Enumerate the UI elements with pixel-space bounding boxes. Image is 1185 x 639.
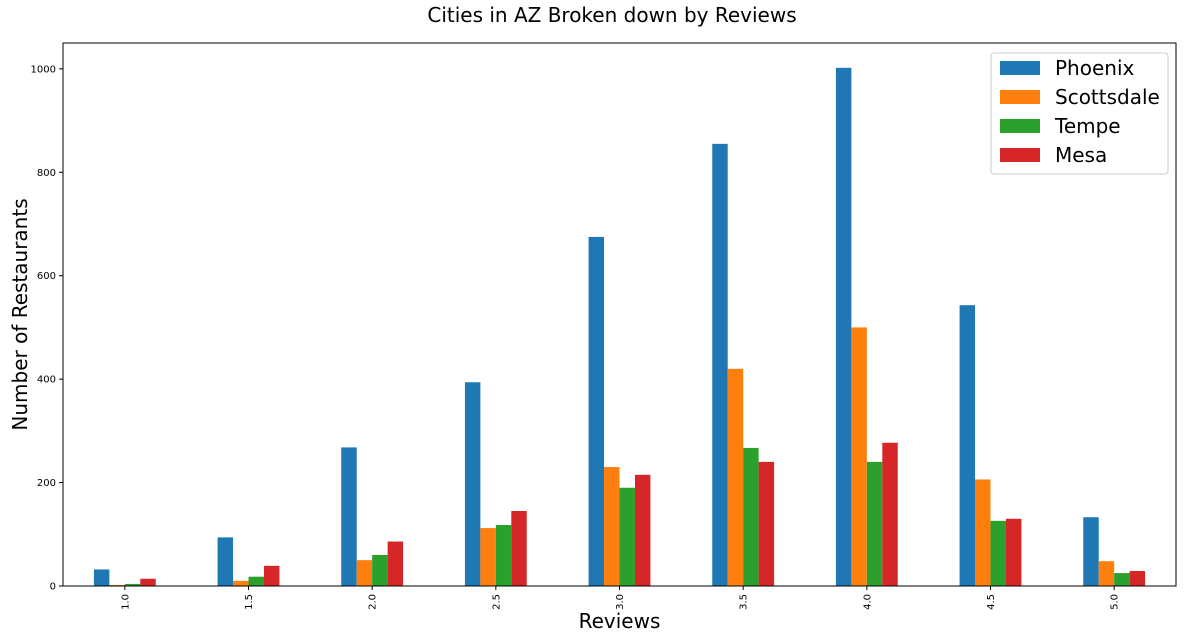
x-tick-label: 2.0 (368, 594, 379, 610)
y-tick-label: 0 (50, 582, 56, 593)
bar-mesa-5-0 (1129, 571, 1146, 586)
bar-phoenix-4-0 (835, 67, 852, 586)
bar-mesa-1-5 (263, 565, 280, 586)
bar-tempe-4-0 (866, 461, 883, 586)
bar-scottsdale-2-0 (356, 560, 373, 586)
legend-label-tempe: Tempe (1054, 114, 1121, 138)
bar-mesa-4-0 (882, 442, 898, 586)
legend-label-phoenix: Phoenix (1055, 56, 1135, 80)
legend-swatch-scottsdale (1000, 90, 1040, 104)
y-axis-label: Number of Restaurants (8, 198, 32, 430)
legend-swatch-tempe (1000, 119, 1040, 133)
x-tick-label: 4.5 (986, 594, 997, 610)
bar-mesa-2-5 (511, 511, 527, 586)
bars-layer (93, 67, 1146, 587)
chart-title: Cities in AZ Broken down by Reviews (427, 3, 796, 27)
bar-scottsdale-4-0 (851, 327, 867, 586)
y-tick-label: 400 (37, 375, 56, 386)
bar-mesa-2-0 (387, 541, 404, 586)
y-axis: 0 200 400 600 800 1000 (31, 64, 63, 593)
bar-tempe-3-0 (619, 487, 635, 586)
bar-tempe-1-0 (124, 583, 141, 586)
bar-phoenix-2-0 (341, 447, 357, 586)
bar-scottsdale-2-5 (480, 528, 496, 586)
x-axis: 1.0 1.5 2.0 2.5 3.0 3.5 4.0 4.5 5.0 (120, 586, 1121, 610)
legend: Phoenix Scottsdale Tempe Mesa (990, 52, 1169, 175)
bar-scottsdale-1-0 (109, 584, 125, 586)
bar-phoenix-3-5 (712, 143, 728, 587)
x-tick-label: 3.0 (615, 594, 626, 610)
bar-phoenix-1-0 (93, 569, 110, 586)
legend-swatch-phoenix (1000, 61, 1040, 75)
bar-mesa-1-0 (140, 578, 156, 586)
bar-scottsdale-5-0 (1098, 561, 1115, 586)
bar-mesa-4-5 (1005, 518, 1022, 586)
bar-phoenix-1-5 (217, 537, 234, 586)
bar-phoenix-4-5 (959, 305, 976, 586)
bar-tempe-4-5 (990, 520, 1006, 586)
x-tick-label: 1.0 (120, 594, 131, 610)
bar-phoenix-3-0 (588, 236, 605, 586)
y-tick-label: 600 (37, 271, 56, 282)
bar-tempe-2-0 (372, 554, 388, 586)
y-tick-label: 200 (37, 478, 56, 489)
bar-tempe-3-5 (743, 447, 759, 586)
y-tick-label: 800 (37, 168, 56, 179)
x-axis-label: Reviews (579, 609, 661, 633)
legend-frame (990, 52, 1169, 175)
bar-scottsdale-3-5 (727, 368, 744, 586)
legend-label-mesa: Mesa (1055, 143, 1107, 167)
bar-scottsdale-1-5 (233, 580, 249, 586)
x-tick-label: 2.5 (491, 594, 502, 610)
x-tick-label: 1.5 (244, 594, 255, 610)
bar-phoenix-2-5 (464, 382, 481, 586)
bar-mesa-3-5 (758, 461, 775, 586)
bar-tempe-2-5 (495, 524, 512, 586)
bar-phoenix-5-0 (1083, 517, 1099, 586)
x-tick-label: 4.0 (862, 594, 873, 610)
y-tick-label: 1000 (31, 64, 56, 75)
legend-label-scottsdale: Scottsdale (1055, 85, 1160, 109)
bar-scottsdale-3-0 (604, 467, 620, 586)
bar-mesa-3-0 (634, 474, 651, 586)
bar-scottsdale-4-5 (975, 479, 991, 586)
legend-swatch-mesa (1000, 148, 1040, 162)
bar-tempe-1-5 (248, 576, 264, 586)
x-tick-label: 5.0 (1110, 594, 1121, 610)
x-tick-label: 3.5 (739, 594, 750, 610)
bar-tempe-5-0 (1114, 573, 1130, 586)
